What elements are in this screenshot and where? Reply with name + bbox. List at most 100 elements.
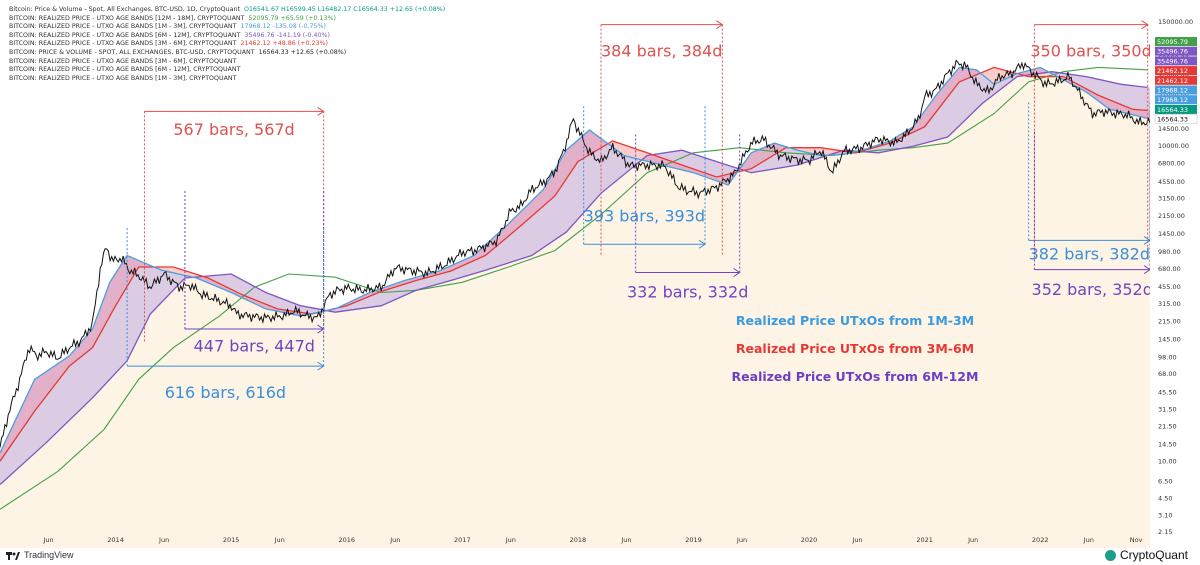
price-area-fill (0, 67, 1150, 548)
annotation-label: 384 bars, 384d (601, 41, 722, 60)
price-label-box (1155, 104, 1197, 114)
cloud-1m3m-3m6m (0, 67, 1150, 462)
price-label: 17968.12 (1155, 85, 1197, 95)
annotation-arrow-icon (716, 20, 724, 30)
series-line-3m-6m (0, 66, 1148, 462)
price-label-box (1155, 85, 1197, 95)
annotation-arrow-icon (1141, 20, 1149, 30)
annotation-label: 616 bars, 616d (165, 383, 286, 402)
x-tick-label: 2021 (916, 536, 933, 544)
price-label: 16564.33 (1154, 114, 1198, 125)
legend-label: BITCOIN: PRICE & VOLUME - SPOT, ALL EXCH… (9, 48, 255, 56)
price-label: 35496.76 (1155, 46, 1197, 56)
annotation-label: 352 bars, 352d (1032, 280, 1153, 299)
price-label-text: 35496.76 (1157, 48, 1188, 56)
x-tick-label: Jun (1083, 536, 1094, 544)
annotations: 567 bars, 567d 447 bars, 447d 616 bars, 61… (126, 20, 1153, 402)
x-tick-label: 2016 (338, 536, 355, 544)
legend-row[interactable]: BITCOIN: PRICE & VOLUME - SPOT, ALL EXCH… (9, 49, 445, 58)
y-tick-label: 68.00 (1158, 370, 1177, 378)
legend-value: O16541.67 H16599.45 L16482.17 C16564.33 … (243, 6, 446, 13)
price-label: 16564.33 (1155, 104, 1197, 114)
y-tick-label: 145.00 (1158, 335, 1181, 343)
legend-text-item: Realized Price UTxOs from 6M-12M (732, 369, 979, 384)
annotation-label: 447 bars, 447d (194, 337, 315, 356)
y-tick-label: 6.50 (1158, 477, 1172, 485)
y-tick-label: 215.00 (1158, 317, 1181, 325)
x-tick-label: 2015 (223, 536, 240, 544)
annotation-range: 350 bars, 350d (1030, 20, 1152, 255)
price-label-text: 35496.76 (1157, 57, 1188, 65)
x-tick-label: 2014 (107, 536, 124, 544)
x-tick-label: Jun (158, 536, 169, 544)
x-tick-label: Jun (852, 536, 863, 544)
legend-row[interactable]: Bitcoin: Price & Volume - Spot, All Exch… (9, 6, 445, 15)
legend-row[interactable]: BITCOIN: REALIZED PRICE - UTXO AGE BANDS… (9, 15, 445, 24)
y-tick-label: 2150.00 (1158, 212, 1185, 220)
cryptoquant-logo: CryptoQuant (1104, 548, 1188, 562)
annotation-range: 567 bars, 567d (143, 106, 325, 342)
legend-label: BITCOIN: REALIZED PRICE - UTXO AGE BANDS… (9, 14, 245, 22)
y-tick-label: 4.50 (1158, 494, 1172, 502)
price-label: 17968.12 (1155, 95, 1197, 105)
y-tick-label: 980.00 (1158, 248, 1181, 256)
price-label-box (1155, 37, 1197, 46)
y-tick-label: 680.00 (1158, 265, 1181, 273)
x-tick-label: 2019 (685, 536, 702, 544)
legend-row[interactable]: BITCOIN: REALIZED PRICE - UTXO AGE BANDS… (9, 75, 445, 84)
legend-label: BITCOIN: REALIZED PRICE - UTXO AGE BANDS… (9, 31, 241, 39)
legend-row[interactable]: BITCOIN: REALIZED PRICE - UTXO AGE BANDS… (9, 58, 445, 67)
legend-label: BITCOIN: REALIZED PRICE - UTXO AGE BANDS… (9, 23, 237, 31)
price-label-box (1154, 114, 1198, 125)
legend-label: BITCOIN: REALIZED PRICE - UTXO AGE BANDS… (9, 66, 241, 74)
price-label-text: 52095.79 (1157, 38, 1188, 46)
cryptoquant-label: CryptoQuant (1119, 548, 1188, 562)
annotation-label: 382 bars, 382d (1029, 245, 1150, 264)
y-tick-label: 21.50 (1158, 423, 1177, 431)
y-tick-label: 10.00 (1158, 458, 1177, 466)
price-label-box (1155, 75, 1197, 85)
legend-row[interactable]: BITCOIN: REALIZED PRICE - UTXO AGE BANDS… (9, 40, 445, 49)
series-line-btc-price (0, 59, 1151, 448)
annotation-label: 393 bars, 393d (584, 206, 705, 225)
tradingview-label: TradingView (24, 550, 74, 560)
legend-value: 17968.12 -135.08 (-0.75%) (240, 23, 326, 31)
legend-row[interactable]: BITCOIN: REALIZED PRICE - UTXO AGE BANDS… (9, 23, 445, 32)
annotation-range: 332 bars, 332d (627, 132, 748, 301)
x-tick-label: Jun (967, 536, 978, 544)
price-label: 21462.12 (1155, 75, 1197, 85)
price-label-text: 21462.12 (1157, 77, 1188, 85)
indicator-legend: Bitcoin: Price & Volume - Spot, All Exch… (9, 6, 445, 83)
annotation-range: 393 bars, 393d (583, 104, 706, 249)
legend-row[interactable]: BITCOIN: REALIZED PRICE - UTXO AGE BANDS… (9, 66, 445, 75)
price-label-box (1155, 95, 1197, 105)
x-tick-label: Jun (736, 536, 747, 544)
price-label: 52095.79 (1155, 37, 1197, 46)
x-tick-label: Nov (1130, 536, 1143, 544)
legend-value: 16564.33 +12.65 (+0.08%) (258, 48, 347, 56)
footer: TradingView CryptoQuant (0, 548, 1200, 565)
legend-label: BITCOIN: REALIZED PRICE - UTXO AGE BANDS… (9, 40, 237, 48)
x-tick-label: 2020 (801, 536, 818, 544)
legend-text-item: Realized Price UTxOs from 1M-3M (736, 313, 974, 328)
legend-value: 35496.76 -141.19 (-0.40%) (244, 31, 330, 39)
cloud-1m3m-6m12m (0, 67, 1150, 485)
x-tick-label: Jun (274, 536, 285, 544)
y-tick-label: 150000.00 (1158, 18, 1193, 26)
legend-row[interactable]: BITCOIN: REALIZED PRICE - UTXO AGE BANDS… (9, 32, 445, 41)
y-tick-label: 14.50 (1158, 441, 1177, 449)
y-tick-label: 6800.00 (1158, 159, 1185, 167)
cloud-fills (0, 67, 1150, 548)
price-label-text: 16564.33 (1157, 116, 1188, 124)
x-tick-label: 2018 (570, 536, 587, 544)
y-tick-label: 45.50 (1158, 388, 1177, 396)
legend-label: Bitcoin: Price & Volume - Spot, All Exch… (9, 6, 240, 13)
annotation-label: 332 bars, 332d (627, 282, 748, 301)
tradingview-logo[interactable]: TradingView (6, 550, 74, 560)
price-label: 21462.12 (1155, 66, 1197, 76)
price-label-box (1155, 46, 1197, 56)
x-axis: Jun 2014 Jun 2015 Jun 2016 Jun 2017 Jun 2018 Jun 20… (42, 536, 1142, 544)
price-label-text: 21462.12 (1157, 67, 1188, 75)
